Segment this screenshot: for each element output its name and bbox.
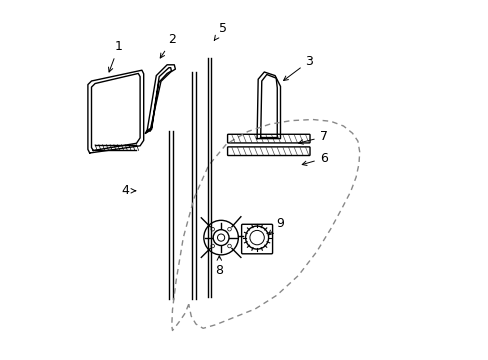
FancyBboxPatch shape	[227, 134, 309, 143]
Text: 7: 7	[298, 130, 327, 144]
Text: 8: 8	[215, 256, 223, 276]
Text: 3: 3	[283, 55, 313, 81]
Circle shape	[213, 230, 228, 246]
Circle shape	[245, 226, 268, 249]
Text: 4: 4	[122, 184, 135, 197]
Text: 6: 6	[302, 152, 327, 166]
Text: 2: 2	[160, 33, 176, 58]
FancyBboxPatch shape	[227, 147, 309, 156]
Text: 9: 9	[268, 217, 284, 235]
Text: 1: 1	[108, 40, 122, 72]
Text: 5: 5	[214, 22, 226, 40]
